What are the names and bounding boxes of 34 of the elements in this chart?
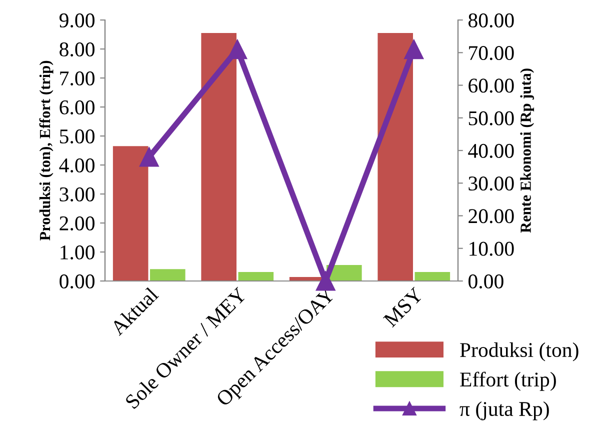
bar (378, 33, 413, 281)
y-tick-label: 0.00 (60, 274, 94, 289)
bar (238, 272, 274, 281)
y-tick-label: 2.00 (60, 216, 94, 231)
y2-tick-label: 50.00 (468, 111, 514, 126)
legend-label: Effort (trip) (460, 372, 556, 391)
y2-tick-label: 10.00 (470, 242, 514, 256)
point (139, 147, 159, 167)
y2-tick-label: 70.00 (469, 46, 514, 60)
legend-label: Produksi (ton) (460, 342, 578, 362)
y-tick-label: 5.00 (60, 129, 94, 144)
y2-tick-label: 60.00 (468, 78, 514, 93)
y2-tick-label: 80.00 (468, 13, 514, 28)
y-tick-label: 9.00 (59, 13, 94, 28)
point (404, 40, 424, 60)
y-tick-label: 3.00 (60, 187, 94, 202)
y2-tick-label: 20.00 (468, 209, 514, 224)
point (228, 40, 248, 60)
y-axis-title: Produksi (ton), Effort (trip) (39, 60, 54, 240)
y-tick-label: 7.00 (60, 71, 94, 86)
point (316, 271, 336, 291)
bar (201, 33, 236, 281)
y2-tick-label: 40.00 (468, 144, 514, 158)
y-tick-label: 4.00 (59, 158, 94, 173)
bar (112, 146, 148, 281)
y-tick-label: 8.00 (60, 42, 94, 57)
y2-tick-label: 0.00 (468, 274, 504, 289)
y2-tick-label: 30.00 (468, 176, 514, 191)
y-tick-label: 6.00 (60, 100, 94, 115)
bar (150, 269, 186, 281)
legend-label: π (juta Rp) (460, 401, 549, 420)
y-tick-label: 1.00 (60, 245, 94, 260)
y2-axis-title: Rente Ekonomi (Rp juta) (520, 68, 534, 233)
bar (414, 272, 450, 281)
